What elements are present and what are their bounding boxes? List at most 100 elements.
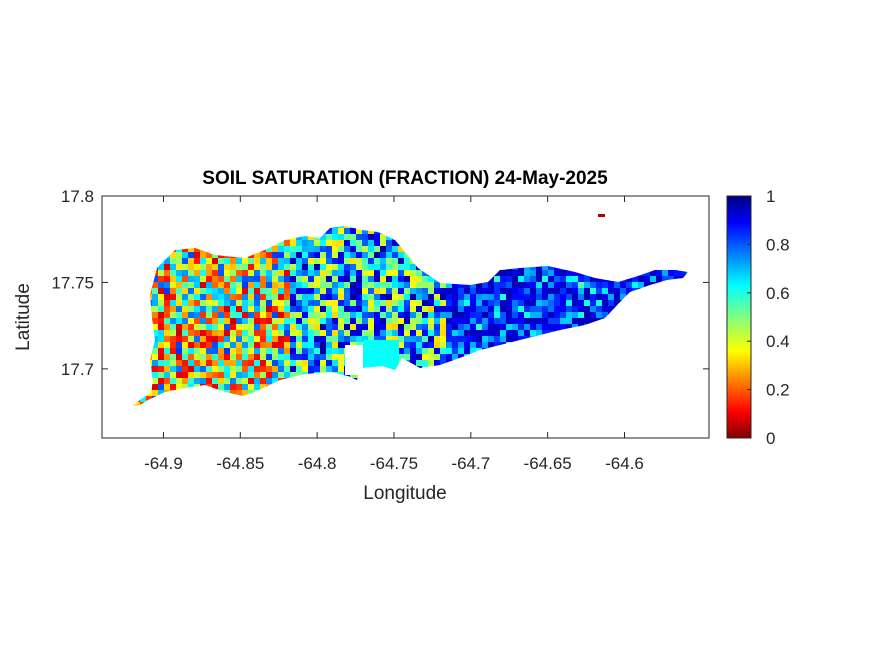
- heatmap-cell: [164, 270, 171, 277]
- heatmap-cell: [326, 270, 333, 277]
- heatmap-cell: [632, 318, 639, 325]
- heatmap-cell: [572, 384, 579, 391]
- heatmap-cell: [254, 306, 261, 313]
- heatmap-cell: [230, 354, 237, 361]
- heatmap-cell: [428, 288, 435, 295]
- heatmap-cell: [164, 306, 171, 313]
- heatmap-cell: [656, 372, 663, 379]
- heatmap-cell: [674, 372, 681, 379]
- heatmap-cell: [200, 246, 207, 253]
- heatmap-cell: [362, 228, 369, 235]
- heatmap-cell: [224, 408, 231, 415]
- heatmap-cell: [248, 252, 255, 259]
- heatmap-cell: [146, 234, 153, 241]
- heatmap-cell: [242, 306, 249, 313]
- heatmap-cell: [230, 330, 237, 337]
- heatmap-cell: [506, 258, 513, 265]
- heatmap-cell: [356, 258, 363, 265]
- heatmap-cell: [344, 288, 351, 295]
- heatmap-cell: [476, 366, 483, 373]
- heatmap-cell: [230, 378, 237, 385]
- heatmap-cell: [536, 300, 543, 307]
- heatmap-cell: [140, 354, 147, 361]
- heatmap-cell: [272, 282, 279, 289]
- heatmap-cell: [410, 396, 417, 403]
- heatmap-cell: [302, 384, 309, 391]
- heatmap-cell: [536, 282, 543, 289]
- heatmap-cell: [506, 288, 513, 295]
- heatmap-cell: [302, 348, 309, 355]
- heatmap-cell: [296, 312, 303, 319]
- heatmap-cell: [200, 288, 207, 295]
- heatmap-cell: [224, 360, 231, 367]
- heatmap-cell: [260, 282, 267, 289]
- heatmap-cell: [212, 264, 219, 271]
- heatmap-cell: [212, 384, 219, 391]
- heatmap-cell: [272, 408, 279, 415]
- heatmap-cell: [368, 402, 375, 406]
- heatmap-cell: [512, 378, 519, 385]
- heatmap-cell: [422, 312, 429, 319]
- x-tick-label: -64.6: [605, 454, 644, 473]
- heatmap-cell: [506, 396, 513, 403]
- heatmap-cell: [380, 384, 387, 391]
- heatmap-cell: [656, 282, 663, 289]
- heatmap-cell: [158, 384, 165, 391]
- heatmap-cell: [182, 234, 189, 241]
- heatmap-cell: [326, 312, 333, 319]
- heatmap-cell: [260, 226, 267, 229]
- heatmap-cell: [662, 312, 669, 319]
- heatmap-cell: [428, 330, 435, 337]
- heatmap-cell: [518, 342, 525, 349]
- heatmap-cell: [428, 372, 435, 379]
- heatmap-cell: [290, 318, 297, 325]
- heatmap-cell: [326, 390, 333, 397]
- heatmap-cell: [590, 402, 597, 406]
- heatmap-cell: [464, 396, 471, 403]
- heatmap-cell: [626, 330, 633, 337]
- heatmap-cell: [332, 312, 339, 319]
- heatmap-cell: [512, 228, 519, 235]
- heatmap-cell: [518, 312, 525, 319]
- heatmap-cell: [674, 228, 681, 235]
- heatmap-cell: [560, 324, 567, 331]
- heatmap-cell: [146, 258, 153, 265]
- heatmap-cell: [626, 300, 633, 307]
- heatmap-cell: [608, 264, 615, 271]
- heatmap-cell: [170, 226, 177, 229]
- heatmap-cell: [380, 228, 387, 235]
- heatmap-cell: [458, 354, 465, 361]
- heatmap-cell: [530, 288, 537, 295]
- heatmap-cell: [530, 312, 537, 319]
- heatmap-cell: [302, 378, 309, 385]
- heatmap-cell: [500, 234, 507, 241]
- heatmap-cell: [470, 240, 477, 247]
- heatmap-cell: [386, 396, 393, 403]
- heatmap-cell: [590, 342, 597, 349]
- heatmap-cell: [626, 306, 633, 313]
- heatmap-cell: [452, 390, 459, 397]
- heatmap-cell: [500, 390, 507, 397]
- heatmap-cell: [200, 366, 207, 373]
- heatmap-cell: [632, 234, 639, 241]
- heatmap-cell: [626, 276, 633, 283]
- heatmap-cell: [134, 372, 141, 379]
- heatmap-cell: [284, 324, 291, 331]
- heatmap-cell: [476, 276, 483, 283]
- heatmap-cell: [212, 252, 219, 259]
- heatmap-cell: [584, 402, 591, 406]
- heatmap-cell: [614, 276, 621, 283]
- heatmap-cell: [133, 354, 135, 361]
- heatmap-cell: [368, 270, 375, 277]
- heatmap-cell: [146, 354, 153, 361]
- heatmap-cell: [296, 294, 303, 301]
- heatmap-cell: [668, 312, 675, 319]
- heatmap-cell: [164, 240, 171, 247]
- heatmap-gap: [345, 345, 363, 375]
- heatmap-cell: [242, 258, 249, 265]
- heatmap-cell: [536, 330, 543, 337]
- heatmap-cell: [242, 252, 249, 259]
- heatmap-cell: [134, 264, 141, 271]
- heatmap-cell: [290, 282, 297, 289]
- heatmap-cell: [272, 276, 279, 283]
